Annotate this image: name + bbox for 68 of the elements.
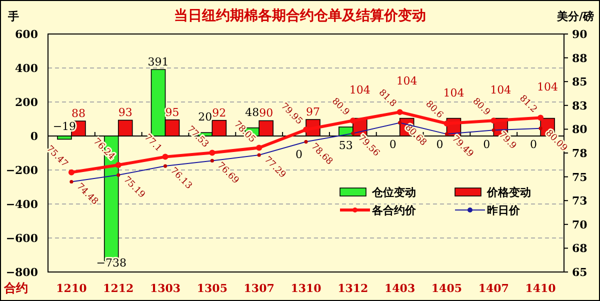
data-label: 391 [148, 56, 169, 69]
y2-tick-label: 88 [572, 52, 588, 65]
legend-label: 仓位变动 [371, 186, 416, 199]
y2-tick-label: 78 [572, 147, 588, 160]
y-tick-label: 600 [15, 28, 38, 41]
point [538, 114, 544, 121]
y2-tick-label: 70 [572, 218, 588, 232]
point [256, 144, 262, 151]
data-label: 0 [436, 138, 444, 151]
x-tick-label: 1310 [290, 282, 322, 295]
y-tick-label: −200 [6, 164, 38, 177]
y2-tick-label: 85 [572, 76, 588, 89]
y2-tick-label: 68 [572, 242, 588, 256]
y2-tick-label: 65 [572, 266, 588, 279]
y2-axis-title: 美分/磅 [556, 10, 594, 23]
y2-tick-label: 90 [572, 28, 588, 41]
data-label: 90 [259, 106, 274, 120]
legend-label: 价格变动 [486, 186, 531, 199]
point [68, 169, 74, 176]
y-tick-label: −400 [6, 198, 38, 211]
data-label: 104 [396, 74, 418, 88]
y-tick-label: 200 [15, 96, 38, 109]
x-tick-label: 1407 [478, 282, 509, 295]
data-label: 104 [349, 83, 370, 96]
x-tick-label: 1210 [56, 282, 88, 295]
x-tick-label: 1312 [338, 282, 368, 295]
x-tick-label: 1405 [431, 282, 462, 295]
data-label: −738 [96, 256, 126, 270]
y-tick-label: −800 [6, 266, 38, 279]
x-tick-label: 1403 [384, 282, 416, 295]
data-label: 48 [245, 106, 260, 119]
data-label: 104 [443, 86, 464, 100]
y2-tick-label: 75 [572, 170, 588, 184]
data-label: 95 [165, 106, 180, 119]
point [396, 109, 403, 116]
y2-tick-label: 83 [572, 99, 588, 112]
x-tick-label: 1305 [196, 282, 228, 295]
data-label: 0 [483, 138, 490, 151]
data-label: 53 [338, 138, 353, 152]
data-label: 97 [306, 106, 320, 119]
legend-label: 昨日价 [487, 204, 521, 217]
point [350, 118, 356, 124]
data-label: 0 [530, 138, 538, 151]
data-label: 93 [118, 106, 132, 120]
data-label: 20 [198, 110, 212, 124]
data-label: 104 [537, 80, 558, 94]
data-label: 0 [296, 148, 302, 161]
data-label: 92 [212, 106, 226, 120]
legend-label: 各合约价 [371, 204, 417, 217]
x-tick-label: 1303 [150, 282, 181, 295]
y2-tick-label: 80 [572, 123, 588, 136]
y-tick-label: −600 [6, 232, 38, 245]
x-tick-label: 1410 [525, 282, 556, 295]
data-label: 0 [389, 138, 396, 151]
x-tick-label: 1212 [103, 282, 134, 295]
y-tick-label: 0 [30, 130, 38, 143]
point [162, 154, 168, 160]
y-tick-label: 400 [15, 62, 38, 75]
point [209, 150, 216, 156]
y2-tick-label: 73 [572, 194, 588, 208]
point [303, 126, 309, 133]
x-axis-title: 合约 [3, 281, 28, 295]
x-tick-label: 1307 [244, 282, 274, 295]
data-label: 88 [71, 107, 86, 120]
chart-title: 当日纽约期棉各期合约仓单及结算价变动 [174, 7, 426, 24]
point [115, 162, 122, 168]
y-axis-title: 手 [7, 10, 19, 23]
data-label: 104 [490, 83, 512, 96]
